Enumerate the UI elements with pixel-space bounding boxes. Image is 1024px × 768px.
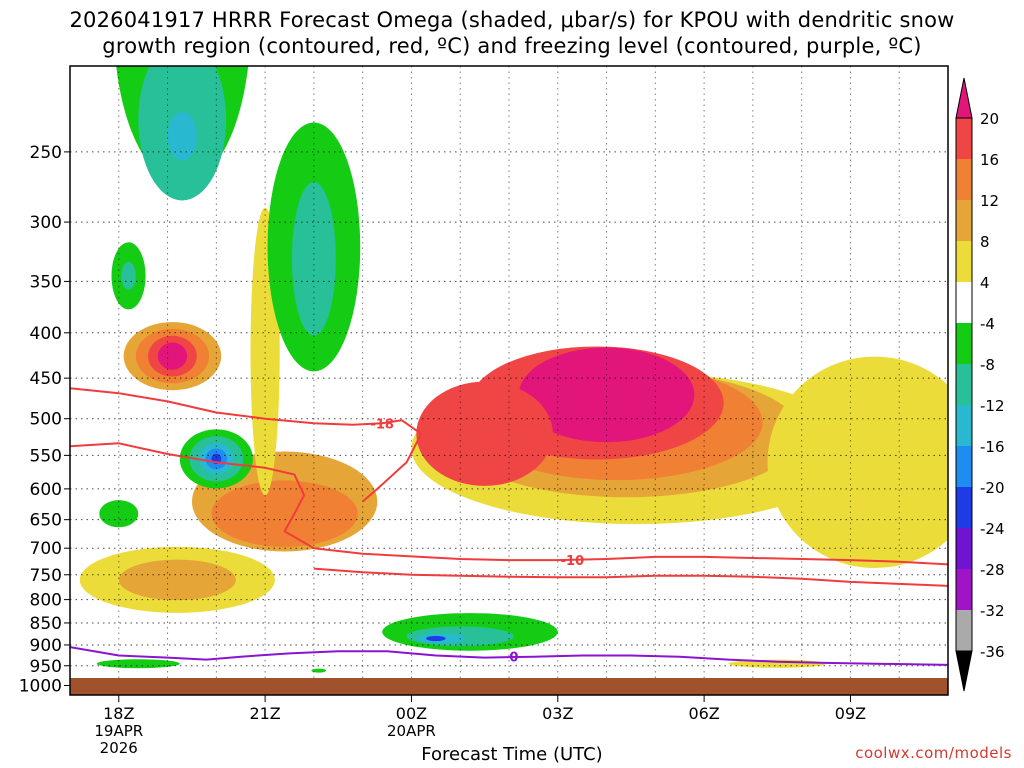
colorbar-label-4: 4 <box>980 274 990 292</box>
colorbar-label-11: -28 <box>980 561 1005 579</box>
colorbar-swatch-10 <box>956 528 972 569</box>
chart-title-line2: growth region (contoured, red, ºC) and f… <box>102 34 922 58</box>
y-tick-label-600: 600 <box>30 480 62 500</box>
x-tick-year-18Z: 2026 <box>100 739 138 757</box>
ground-surface-band <box>70 678 948 695</box>
omega-region-32 <box>426 635 446 642</box>
colorbar-swatch-2 <box>956 200 972 241</box>
colorbar-swatch-5 <box>956 323 972 364</box>
colorbar-label-13: -36 <box>980 643 1005 661</box>
y-tick-label-850: 850 <box>30 614 62 634</box>
colorbar-frame <box>955 117 973 652</box>
plot-frame <box>69 65 949 696</box>
y-tick-label-700: 700 <box>30 539 62 559</box>
omega-region-20 <box>121 261 136 290</box>
colorbar-swatch-11 <box>956 569 972 610</box>
chart-title-line1: 2026041917 HRRR Forecast Omega (shaded, … <box>69 8 955 32</box>
colorbar-label-1: 16 <box>980 151 999 169</box>
y-tick-label-500: 500 <box>30 410 62 430</box>
colorbar-label-10: -24 <box>980 520 1005 538</box>
colorbar-top-arrow <box>955 77 973 119</box>
x-tick-date-00Z: 20APR <box>387 722 436 740</box>
colorbar-bottom-arrow <box>955 650 973 692</box>
freezing-level-label: 0 <box>509 651 518 666</box>
colorbar-swatch-3 <box>956 241 972 282</box>
contour-lines: -18 -10 0 <box>70 387 948 666</box>
colorbar-swatch-7 <box>956 405 972 446</box>
x-tick-label-09Z: 09Z <box>835 704 866 723</box>
x-tick-label-18Z: 18Z <box>103 704 134 723</box>
colorbar-label-3: 8 <box>980 233 990 251</box>
colorbar-swatch-1 <box>956 159 972 200</box>
colorbar-label-9: -20 <box>980 479 1005 497</box>
omega-region-18 <box>167 112 197 161</box>
x-tick-label-00Z: 00Z <box>396 704 427 723</box>
y-tick-label-650: 650 <box>30 511 62 531</box>
colorbar-label-8: -16 <box>980 438 1005 456</box>
x-tick-date-18Z: 19APR <box>94 722 143 740</box>
colorbar-label-5: -4 <box>980 315 995 333</box>
omega-region-8 <box>211 480 358 547</box>
dgz-contour-label-0: -18 <box>370 417 394 432</box>
omega-region-6 <box>767 356 948 568</box>
y-tick-label-550: 550 <box>30 446 62 466</box>
dgz-contour-1 <box>70 442 948 566</box>
y-tick-label-1000: 1000 <box>19 676 62 696</box>
colorbar-label-7: -12 <box>980 397 1005 415</box>
x-tick-label-21Z: 21Z <box>249 704 280 723</box>
colorbar-swatch-8 <box>956 446 972 487</box>
colorbar-label-2: 12 <box>980 192 999 210</box>
omega-region-5 <box>416 381 553 486</box>
freezing-level-contour <box>70 646 948 666</box>
colorbar-swatch-9 <box>956 487 972 528</box>
y-tick-label-250: 250 <box>30 143 62 163</box>
dgz-contour-2 <box>313 567 948 587</box>
y-axis: 2503003504004505005506006507007508008509… <box>19 143 70 696</box>
omega-shading <box>79 66 948 673</box>
x-tick-label-06Z: 06Z <box>688 704 719 723</box>
colorbar-swatch-12 <box>956 610 972 651</box>
x-axis-label: Forecast Time (UTC) <box>421 744 603 765</box>
dgz-contour-label-1: -10 <box>561 554 585 569</box>
omega-region-10 <box>118 559 236 601</box>
x-tick-label-03Z: 03Z <box>542 704 573 723</box>
omega-region-14 <box>157 342 188 370</box>
omega-region-4 <box>518 347 695 443</box>
colorbar-swatch-0 <box>956 118 972 159</box>
y-tick-label-350: 350 <box>30 272 62 292</box>
y-tick-label-900: 900 <box>30 636 62 656</box>
y-tick-label-950: 950 <box>30 657 62 677</box>
omega-region-34 <box>311 668 327 673</box>
omega-region-28 <box>99 500 139 528</box>
y-tick-label-300: 300 <box>30 213 62 233</box>
colorbar-label-6: -8 <box>980 356 995 374</box>
y-tick-label-450: 450 <box>30 369 62 389</box>
colorbar-swatch-6 <box>956 364 972 405</box>
y-tick-label-800: 800 <box>30 591 62 611</box>
y-tick-label-750: 750 <box>30 566 62 586</box>
colorbar-legend: 20 16 12 8 4 -4 -8 -12 -16 -20 -24 -28 -32 -36 <box>955 77 1005 692</box>
dgz-contour-0 <box>70 387 423 503</box>
site-credit: coolwx.com/models <box>855 744 1012 762</box>
y-tick-label-400: 400 <box>30 324 62 344</box>
colorbar-swatch-4 <box>956 282 972 323</box>
colorbar-label-12: -32 <box>980 602 1005 620</box>
colorbar-label-0: 20 <box>980 110 999 128</box>
